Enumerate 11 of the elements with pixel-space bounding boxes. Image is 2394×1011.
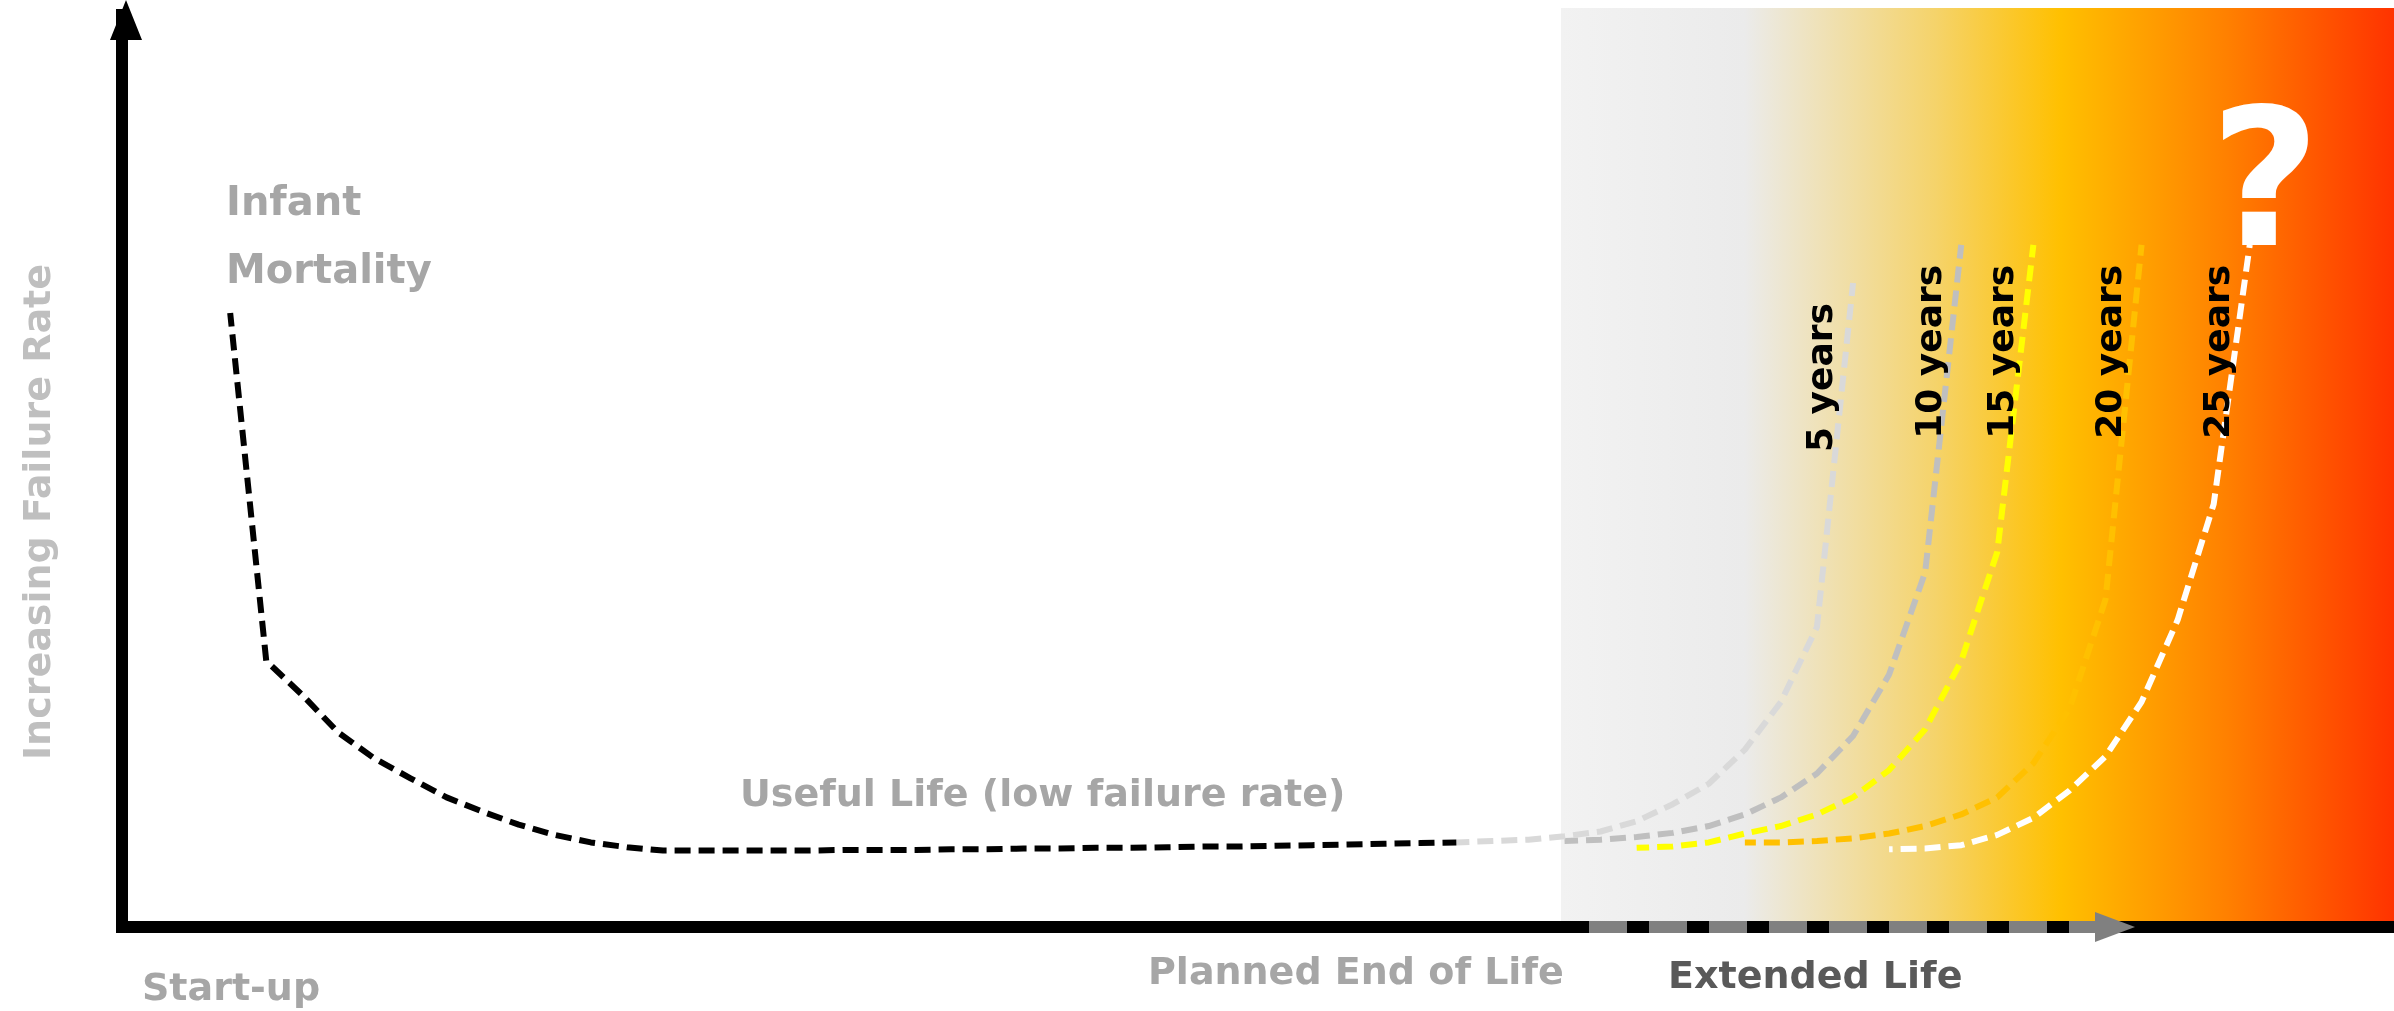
text: 20 years xyxy=(2087,264,2129,439)
text: 25 years xyxy=(2196,264,2238,439)
text: Planned End of Life xyxy=(1148,949,1564,993)
text: Extended Life xyxy=(1668,953,1963,997)
text: 15 years xyxy=(1979,264,2021,439)
annotation: Infant Mortality xyxy=(226,178,432,292)
y-axis-title: Increasing Failure Rate xyxy=(14,263,59,761)
text: 5 years xyxy=(1799,303,1841,452)
text: 10 years xyxy=(1907,264,1949,439)
annotation: Useful Life (low failure rate) xyxy=(740,771,1346,815)
text: Start-up xyxy=(142,965,321,1009)
